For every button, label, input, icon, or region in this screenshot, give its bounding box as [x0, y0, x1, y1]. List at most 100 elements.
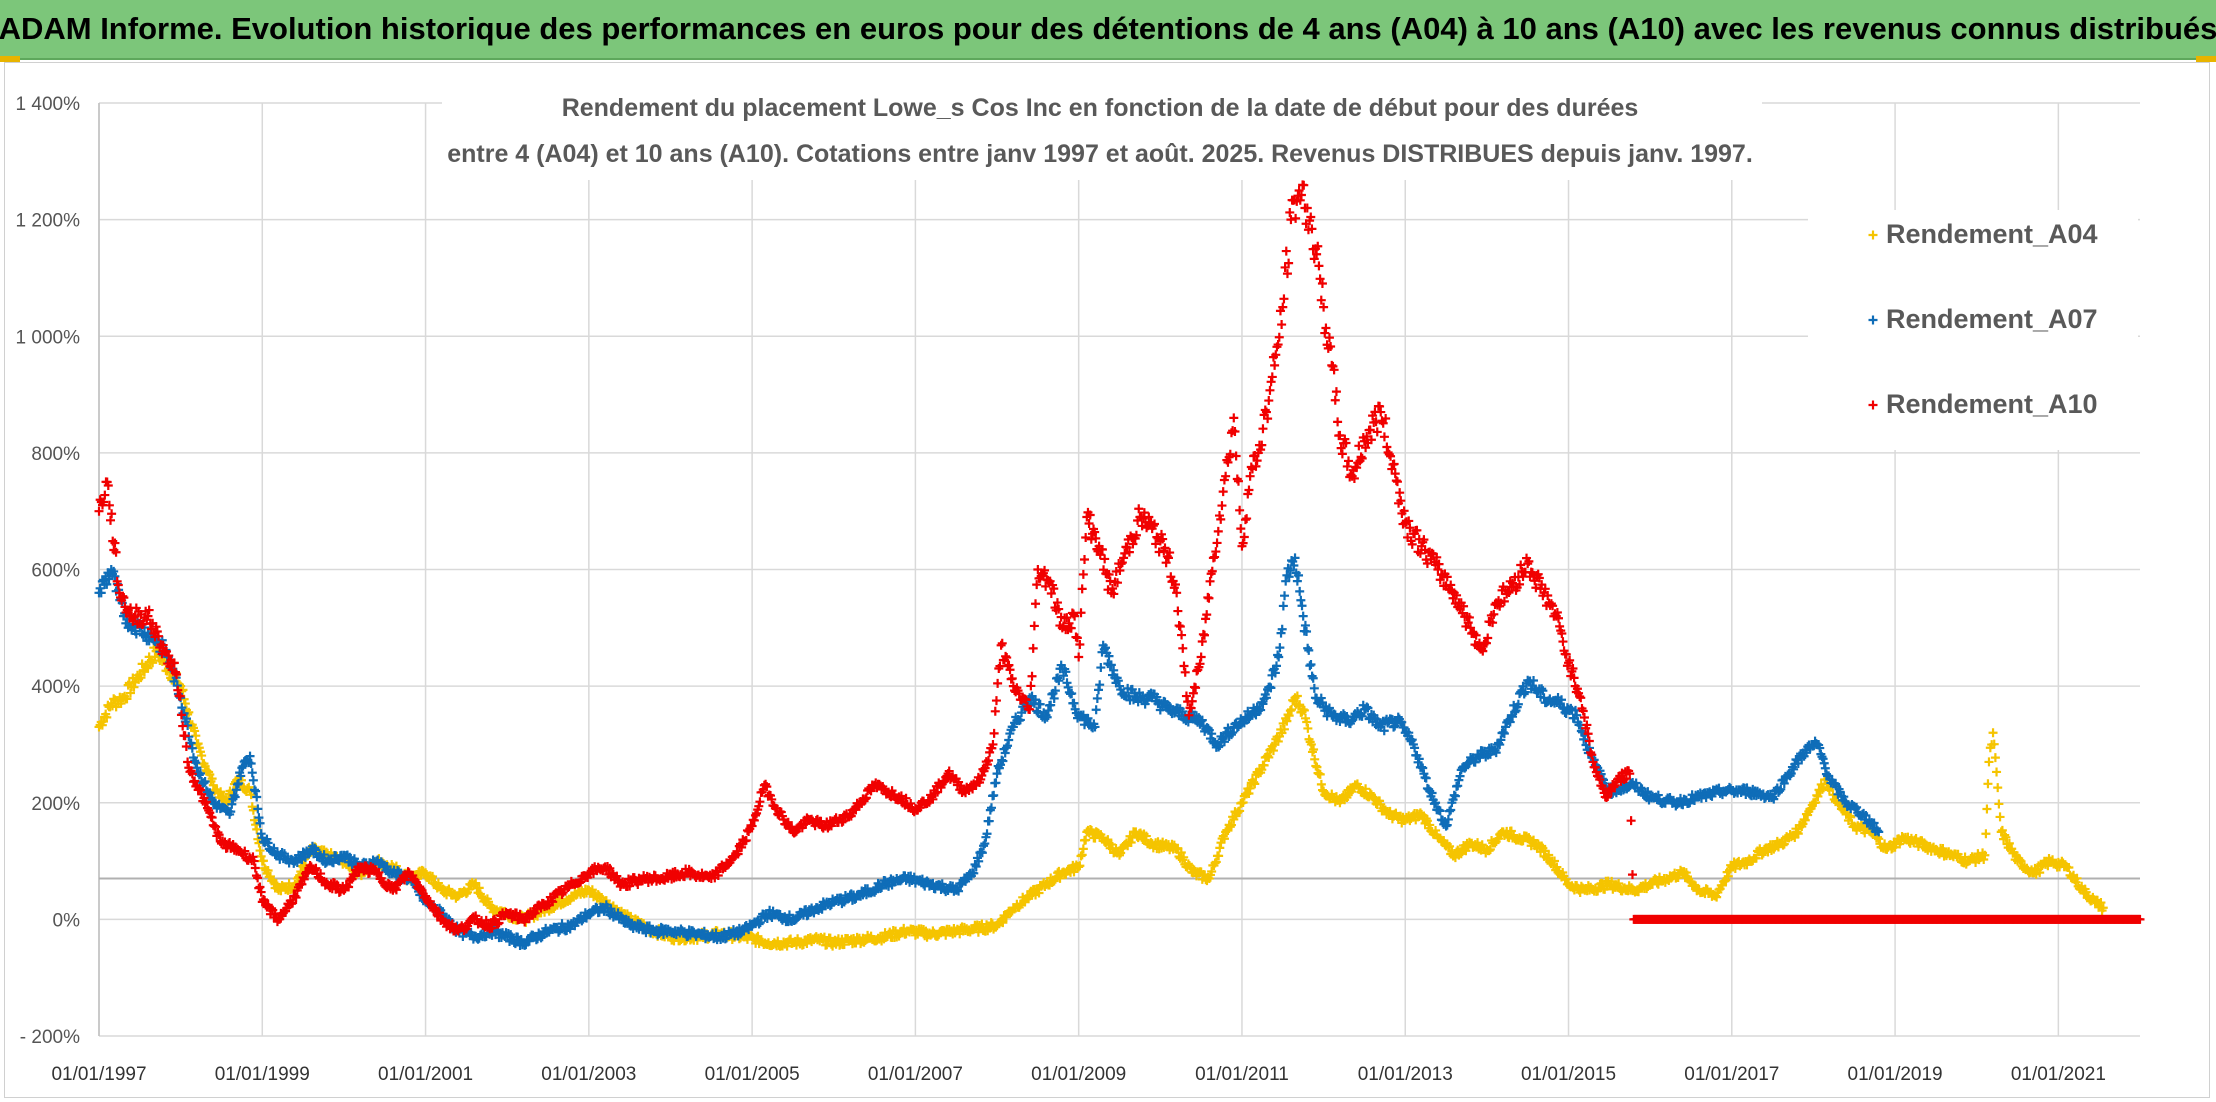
data-point [1337, 449, 1347, 459]
data-point [1172, 844, 1182, 854]
data-point [1204, 593, 1214, 603]
data-point [1287, 704, 1297, 714]
data-point [997, 638, 1007, 648]
data-point [1141, 831, 1151, 841]
data-point [753, 931, 763, 941]
data-point [1235, 806, 1245, 816]
data-point [989, 790, 999, 800]
data-point [252, 824, 262, 834]
data-point [1075, 861, 1085, 871]
data-point [839, 940, 849, 950]
data-point [1080, 554, 1090, 564]
data-point [1333, 417, 1343, 427]
data-point [255, 882, 265, 892]
data-point [1225, 822, 1235, 832]
data-point [991, 778, 1001, 788]
data-point [1344, 456, 1353, 466]
data-point [258, 856, 268, 866]
data-point [122, 694, 132, 704]
data-point [1473, 838, 1483, 848]
data-point [197, 751, 207, 761]
data-point [1485, 844, 1495, 854]
data-point [1306, 660, 1316, 670]
y-tick-label: 1 400% [16, 94, 81, 115]
y-tick-label: 0% [53, 910, 81, 931]
y-tick-label: 800% [31, 444, 80, 465]
x-tick-label: 01/01/1999 [215, 1064, 310, 1085]
data-point [1983, 779, 1993, 789]
data-point [471, 878, 481, 888]
data-point [1179, 852, 1189, 862]
data-point [782, 941, 792, 951]
data-point [1026, 681, 1036, 691]
data-point [1372, 427, 1382, 437]
data-point [1211, 857, 1221, 867]
data-point [1175, 621, 1185, 631]
data-point [1550, 856, 1560, 866]
data-point [136, 673, 146, 683]
data-point [102, 712, 112, 722]
x-tick-label: 01/01/1997 [51, 1064, 146, 1085]
data-point [1769, 844, 1779, 854]
x-tick-label: 01/01/2011 [1195, 1064, 1289, 1085]
data-point [1484, 846, 1494, 856]
data-point [1095, 680, 1105, 690]
data-point [1296, 595, 1306, 605]
data-point [1205, 576, 1215, 586]
data-point [1988, 728, 1998, 738]
series-Rendement_A04 [94, 642, 2108, 951]
data-point [1811, 798, 1821, 808]
data-point [1126, 838, 1136, 848]
data-point [989, 728, 999, 738]
chart-title-line-2: entre 4 (A04) et 10 ans (A10). Cotations… [447, 140, 1753, 168]
data-point [248, 805, 258, 815]
data-point [1300, 620, 1310, 630]
data-point [1281, 246, 1291, 256]
data-point [1207, 866, 1217, 876]
x-tick-label: 01/01/2013 [1358, 1064, 1453, 1085]
data-point [1315, 769, 1325, 779]
data-point [200, 761, 210, 771]
data-point [1007, 673, 1017, 683]
data-point [1984, 757, 1994, 767]
data-point [248, 775, 258, 785]
data-point [1793, 829, 1803, 839]
data-point [1264, 396, 1274, 406]
data-point [1299, 180, 1309, 190]
data-point [1069, 867, 1079, 877]
data-point [1210, 552, 1220, 562]
data-point [208, 780, 218, 790]
data-point [755, 797, 765, 807]
data-point [991, 696, 1001, 706]
data-point [998, 918, 1008, 928]
data-point [1994, 799, 2004, 809]
data-point [1076, 851, 1086, 861]
data-point [1295, 700, 1305, 710]
data-point [1270, 360, 1280, 370]
data-point [1235, 505, 1245, 515]
data-point [1379, 432, 1389, 442]
data-point [1292, 576, 1302, 586]
data-point [1813, 791, 1823, 801]
data-point [1392, 477, 1402, 487]
data-point [1558, 637, 1568, 647]
data-point [207, 774, 217, 784]
data-point [1314, 261, 1324, 271]
data-point [255, 846, 265, 856]
data-point [1078, 569, 1088, 579]
data-point [1309, 744, 1319, 754]
data-point [1029, 621, 1039, 631]
data-point [1179, 661, 1189, 671]
data-point [1990, 753, 2000, 763]
page-banner: ADAM Informe. Evolution historique des p… [0, 0, 2216, 60]
data-point [148, 658, 158, 668]
data-point [116, 698, 126, 708]
data-point [1982, 804, 1992, 814]
y-tick-label: 400% [31, 677, 80, 698]
y-tick-label: 600% [31, 561, 80, 582]
data-point [1285, 706, 1295, 716]
data-point [1212, 538, 1222, 548]
data-point [1244, 788, 1254, 798]
data-point [1751, 853, 1761, 863]
